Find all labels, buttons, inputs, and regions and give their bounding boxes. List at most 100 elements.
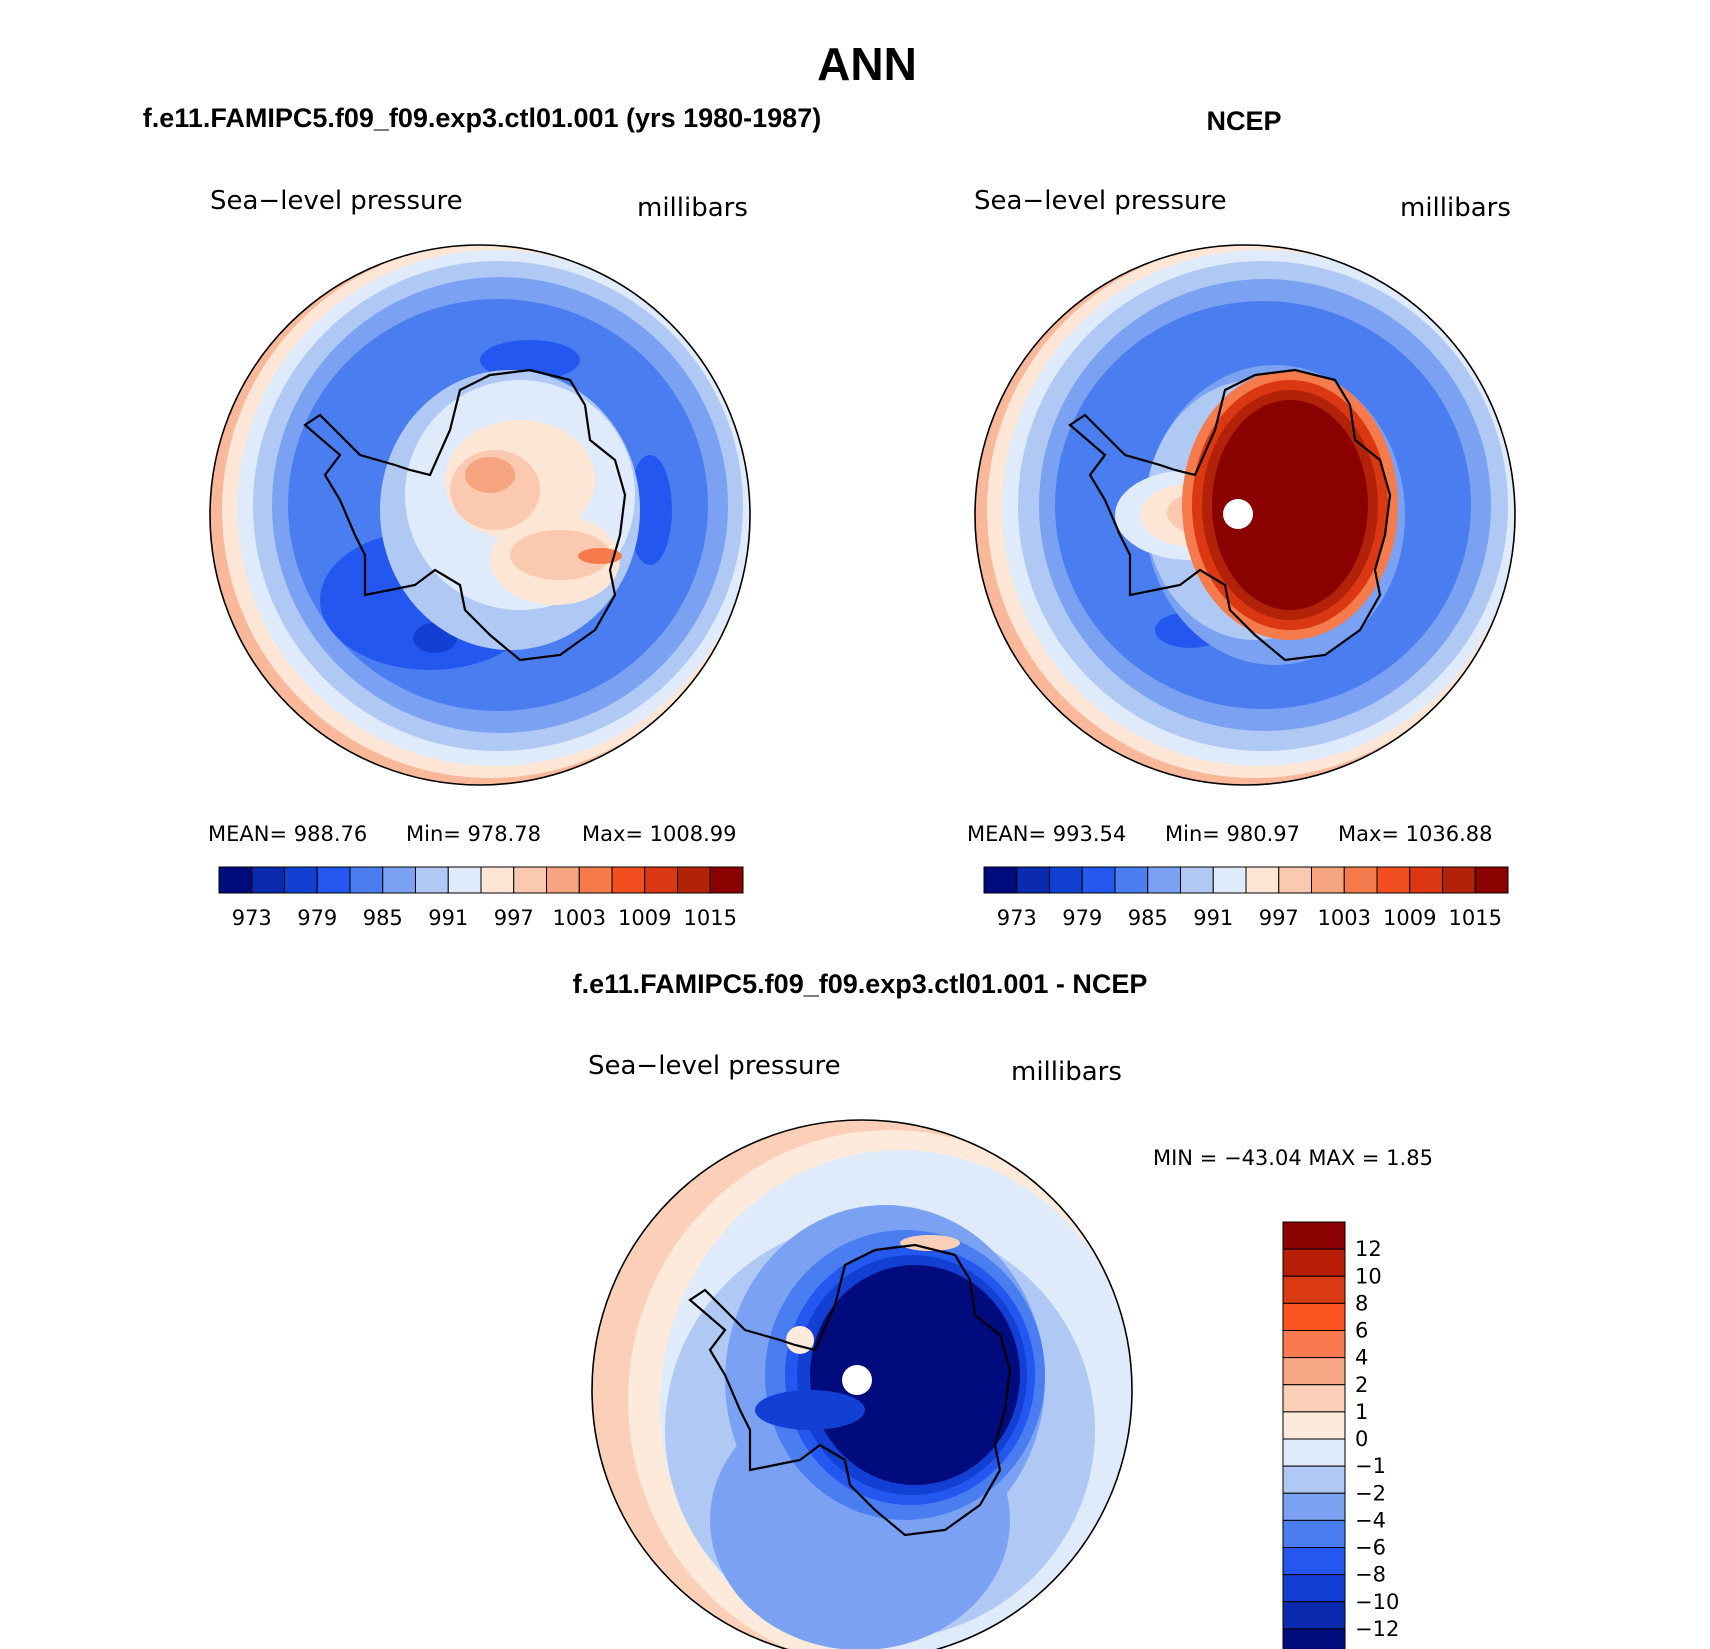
colorbar-tick-label: −4 [1355, 1508, 1386, 1532]
colorbar-swatch [447, 866, 482, 894]
colorbar-tick-label: 1015 [1449, 906, 1502, 930]
colorbar-tick-label: 12 [1355, 1237, 1382, 1261]
colorbar-tick-label: 1003 [553, 906, 606, 930]
colorbar-tick-label: 4 [1355, 1346, 1368, 1370]
colorbar-swatch [1049, 866, 1083, 894]
colorbar-tick-label: 985 [363, 906, 403, 930]
colorbar-swatch [1212, 866, 1247, 894]
colorbar-tick-label: 2 [1355, 1373, 1368, 1397]
panel-obs-title: NCEP [1206, 106, 1281, 136]
colorbar-swatch [1016, 866, 1050, 894]
figure-title: ANN [817, 38, 917, 90]
colorbar-swatch [1282, 1519, 1346, 1548]
colorbar-swatch [1282, 1221, 1346, 1250]
colorbar-tick-label: 1015 [684, 906, 737, 930]
colorbar-swatch [644, 866, 678, 894]
panel-model-map [210, 245, 750, 785]
colorbar-swatch [1282, 1384, 1346, 1413]
colorbar-swatch [349, 866, 384, 894]
colorbar-swatch [1282, 1465, 1346, 1494]
colorbar-tick-label: 979 [1062, 906, 1102, 930]
colorbar-swatch [218, 866, 253, 894]
colorbar-tick-label: −2 [1355, 1481, 1386, 1505]
colorbar-tick-label: 991 [1193, 906, 1233, 930]
panel-diff-minmax: MIN = −43.04 MAX = 1.85 [1153, 1146, 1433, 1170]
colorbar-swatch [546, 866, 580, 894]
panel-model-units: millibars [637, 193, 748, 223]
colorbar-swatch [1282, 1302, 1346, 1331]
panel-diff: f.e11.FAMIPC5.f09_f09.exp3.ctl01.001 - N… [573, 969, 1433, 1649]
colorbar-swatch [284, 866, 318, 894]
colorbar-swatch [1081, 866, 1116, 894]
colorbar-tick-label: −6 [1355, 1536, 1386, 1560]
colorbar-tick-label: 8 [1355, 1291, 1368, 1315]
colorbar-tick-label: 10 [1355, 1264, 1382, 1288]
colorbar-swatch [578, 866, 613, 894]
panel-obs-colorbar: 973 979 985 991 997 1003 1009 1015 [983, 866, 1509, 930]
colorbar-swatch [1245, 866, 1280, 894]
colorbar-swatch [1409, 866, 1443, 894]
colorbar-swatch [1147, 866, 1181, 894]
colorbar-swatch [1282, 1492, 1346, 1521]
panel-obs-variable: Sea−level pressure [974, 186, 1227, 216]
colorbar-tick-label: 985 [1128, 906, 1168, 930]
panel-model-variable: Sea−level pressure [210, 186, 463, 216]
colorbar-swatch [513, 866, 547, 894]
colorbar-tick-label: 1009 [1383, 906, 1436, 930]
colorbar-tick-label: 973 [997, 906, 1037, 930]
colorbar-swatch [1474, 866, 1509, 894]
colorbar-swatch [1282, 1357, 1346, 1386]
colorbar-swatch [1282, 1411, 1346, 1440]
panel-model-mean: MEAN= 988.76 [208, 822, 367, 846]
colorbar-tick-label: −1 [1355, 1454, 1386, 1478]
colorbar-swatch [415, 866, 449, 894]
colorbar-swatch [1282, 1330, 1346, 1359]
colorbar-swatch [1282, 1275, 1346, 1304]
panel-diff-variable: Sea−level pressure [588, 1051, 841, 1081]
panel-diff-units: millibars [1011, 1057, 1122, 1087]
panel-obs-min: Min= 980.97 [1165, 822, 1300, 846]
panel-model-min: Min= 978.78 [406, 822, 541, 846]
colorbar-swatch [1114, 866, 1149, 894]
colorbar-swatch [1442, 866, 1476, 894]
colorbar-swatch [709, 866, 744, 894]
colorbar-tick-label: −8 [1355, 1563, 1386, 1587]
colorbar-tick-label: 1009 [618, 906, 671, 930]
colorbar-tick-label: −12 [1355, 1617, 1399, 1641]
colorbar-swatch [1376, 866, 1411, 894]
colorbar-swatch [1180, 866, 1214, 894]
colorbar-swatch [1282, 1438, 1346, 1467]
panel-model-title: f.e11.FAMIPC5.f09_f09.exp3.ctl01.001 (yr… [143, 103, 821, 133]
colorbar-tick-label: 979 [297, 906, 337, 930]
panel-obs-mean: MEAN= 993.54 [967, 822, 1126, 846]
colorbar-swatch [1282, 1574, 1346, 1603]
panel-diff-title: f.e11.FAMIPC5.f09_f09.exp3.ctl01.001 - N… [573, 969, 1148, 999]
colorbar-tick-label: 973 [232, 906, 272, 930]
colorbar-swatch [1282, 1628, 1346, 1649]
colorbar-swatch [1278, 866, 1312, 894]
colorbar-tick-label: 991 [428, 906, 468, 930]
colorbar-swatch [480, 866, 515, 894]
colorbar-swatch [677, 866, 711, 894]
colorbar-swatch [1282, 1547, 1346, 1576]
colorbar-swatch [251, 866, 285, 894]
panel-model-colorbar: 973 979 985 991 997 1003 1009 1015 [218, 866, 744, 930]
colorbar-swatch [1311, 866, 1345, 894]
colorbar-tick-label: 997 [494, 906, 534, 930]
panel-obs: NCEP Sea−level pressure millibars MEAN= … [967, 106, 1516, 930]
colorbar-swatch [1343, 866, 1378, 894]
panel-obs-units: millibars [1400, 193, 1511, 223]
panel-model-max: Max= 1008.99 [582, 822, 737, 846]
colorbar-swatch [316, 866, 351, 894]
colorbar-tick-label: 1 [1355, 1400, 1368, 1424]
colorbar-swatch [1282, 1601, 1346, 1630]
colorbar-tick-label: 1003 [1318, 906, 1371, 930]
panel-obs-max: Max= 1036.88 [1338, 822, 1493, 846]
colorbar-swatch [983, 866, 1018, 894]
colorbar-swatch [1282, 1248, 1346, 1277]
colorbar-tick-label: −10 [1355, 1590, 1399, 1614]
colorbar-tick-label: 0 [1355, 1427, 1368, 1451]
colorbar-tick-label: 997 [1259, 906, 1299, 930]
